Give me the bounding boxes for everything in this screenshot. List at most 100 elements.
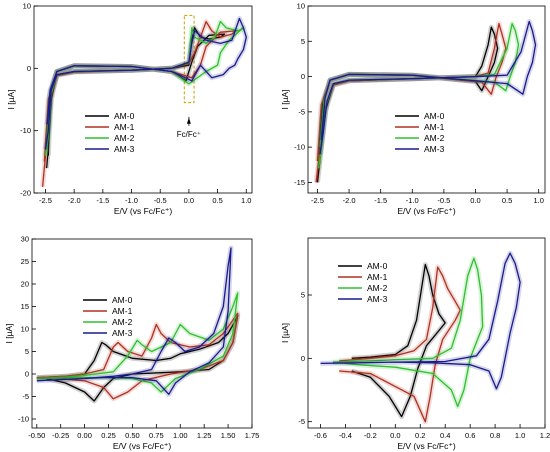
series-line-am-3 bbox=[44, 17, 247, 150]
x-tick-label: 0.5 bbox=[212, 196, 222, 205]
x-tick-label: 1.75 bbox=[245, 431, 260, 440]
x-tick-label: 1.00 bbox=[173, 431, 188, 440]
x-tick-label: -1.0 bbox=[125, 196, 138, 205]
plot-frame bbox=[33, 5, 253, 194]
series-glow-am-2 bbox=[332, 255, 486, 409]
x-tick-label: -2.0 bbox=[68, 196, 81, 205]
series-glow-am-0 bbox=[315, 24, 501, 183]
chart-panel-3: -0.50 -0.25 0.00 0.25 0.50 0.75 1.00 1.25 1.50 1.… bbox=[4, 235, 259, 452]
plot-frame bbox=[31, 238, 253, 429]
x-tick-label: 0.50 bbox=[125, 431, 140, 440]
y-axis-label: I [µA] bbox=[280, 89, 290, 109]
x-tick-label: 0.25 bbox=[101, 431, 116, 440]
x-tick-label: -1.0 bbox=[406, 196, 419, 205]
y-tick-label: 0 bbox=[301, 72, 305, 81]
chart-panel-4: -0.6 -0.4 -0.2 0.0 0.2 0.4 0.6 0.8 1.0 1.2 -5 0 5 E/V… bbox=[280, 237, 550, 451]
y-axis-label: I [µA] bbox=[280, 323, 290, 343]
highlight-box bbox=[183, 14, 195, 104]
series-glow-am-1 bbox=[338, 264, 463, 425]
x-tick-label: -1.5 bbox=[96, 196, 109, 205]
legend-label: AM-0 bbox=[367, 261, 388, 271]
y-tick-label: -5 bbox=[298, 417, 305, 426]
y-tick-label: 15 bbox=[21, 302, 29, 311]
legend-label: AM-2 bbox=[114, 133, 135, 143]
legend: AM-0AM-1AM-2AM-3 bbox=[85, 111, 135, 154]
legend-label: AM-0 bbox=[112, 295, 133, 305]
x-tick-label: -2.5 bbox=[39, 196, 52, 205]
legend-label: AM-3 bbox=[424, 144, 445, 154]
legend-label: AM-0 bbox=[424, 111, 445, 121]
x-tick-label: 0.6 bbox=[465, 431, 475, 440]
x-tick-label: 0.0 bbox=[470, 196, 480, 205]
series-glow-am-1 bbox=[313, 21, 509, 183]
x-tick-label: -0.5 bbox=[154, 196, 167, 205]
legend-label: AM-3 bbox=[367, 294, 388, 304]
annotation-arrowhead bbox=[186, 117, 191, 124]
legend-label: AM-0 bbox=[114, 111, 135, 121]
series-line-am-1 bbox=[315, 22, 507, 183]
x-tick-label: -1.5 bbox=[374, 196, 387, 205]
x-tick-label: 0.5 bbox=[502, 196, 512, 205]
chart-panel-2: -2.5 -2.0 -1.5 -1.0 -0.5 0.0 0.5 1.0 -15 -10 -5 0 5 1… bbox=[280, 2, 546, 216]
y-tick-label: 20 bbox=[21, 280, 29, 289]
y-tick-label: -10 bbox=[20, 126, 31, 135]
x-tick-label: 1.0 bbox=[515, 431, 525, 440]
series-line-am-3 bbox=[320, 252, 521, 390]
x-axis-label: E/V (vs Fc/Fc⁺) bbox=[113, 441, 171, 451]
legend: AM-0AM-1AM-2AM-3 bbox=[83, 295, 133, 338]
x-tick-label: 0.0 bbox=[390, 431, 400, 440]
x-tick-label: -0.25 bbox=[52, 431, 69, 440]
y-tick-label: -10 bbox=[294, 143, 305, 152]
x-tick-label: 1.50 bbox=[221, 431, 236, 440]
series-line-am-2 bbox=[332, 257, 484, 408]
y-tick-label: 30 bbox=[21, 235, 29, 244]
annotation-label: Fc/Fc⁺ bbox=[177, 130, 201, 139]
series-line-am-3 bbox=[36, 247, 232, 395]
x-tick-label: -0.4 bbox=[339, 431, 352, 440]
y-tick-label: 10 bbox=[21, 325, 29, 334]
x-tick-label: -2.0 bbox=[343, 196, 356, 205]
legend-label: AM-1 bbox=[424, 122, 445, 132]
x-tick-label: -0.6 bbox=[314, 431, 327, 440]
series-line-am-2 bbox=[36, 292, 239, 393]
y-tick-label: 0 bbox=[25, 370, 29, 379]
x-tick-label: 0.8 bbox=[490, 431, 500, 440]
x-tick-label: 0.0 bbox=[184, 196, 194, 205]
x-tick-label: 0.00 bbox=[77, 431, 92, 440]
y-tick-label: 0 bbox=[301, 354, 305, 363]
y-tick-label: -20 bbox=[20, 189, 31, 198]
legend-label: AM-3 bbox=[112, 328, 133, 338]
y-axis-label: I [µA] bbox=[6, 89, 16, 109]
plot-frame bbox=[307, 237, 546, 429]
x-tick-label: 1.25 bbox=[197, 431, 212, 440]
chart-panel-1: -2.5 -2.0 -1.5 -1.0 -0.5 0.0 0.5 1.0 -20 -10 0 10 E/… bbox=[6, 2, 253, 216]
x-tick-label: 0.75 bbox=[149, 431, 164, 440]
y-tick-label: 0 bbox=[27, 64, 31, 73]
x-tick-label: 1.0 bbox=[241, 196, 251, 205]
series-line-am-1 bbox=[41, 20, 237, 187]
legend-label: AM-3 bbox=[114, 144, 135, 154]
y-tick-label: -5 bbox=[298, 107, 305, 116]
x-tick-label: -0.2 bbox=[364, 431, 377, 440]
legend: AM-0AM-1AM-2AM-3 bbox=[338, 261, 388, 304]
x-axis-label: E/V (vs Fc/Fc⁺) bbox=[397, 206, 455, 216]
y-tick-label: 5 bbox=[301, 291, 305, 300]
series-line-am-0 bbox=[316, 26, 499, 183]
x-tick-label: 0.4 bbox=[440, 431, 450, 440]
y-axis-label: I [µA] bbox=[4, 323, 14, 343]
y-tick-label: -5 bbox=[22, 392, 29, 401]
legend-label: AM-1 bbox=[112, 306, 133, 316]
y-tick-label: -15 bbox=[294, 178, 305, 187]
series-line-am-0 bbox=[36, 314, 239, 402]
x-axis-label: E/V (vs Fc/Fc⁺) bbox=[397, 441, 455, 451]
x-tick-label: 1.0 bbox=[533, 196, 543, 205]
legend-label: AM-1 bbox=[367, 272, 388, 282]
series-line-am-0 bbox=[351, 263, 446, 418]
x-tick-label: -2.5 bbox=[311, 196, 324, 205]
x-tick-label: 0.2 bbox=[415, 431, 425, 440]
x-tick-label: -0.50 bbox=[28, 431, 45, 440]
y-tick-label: -10 bbox=[18, 415, 29, 424]
x-axis-label: E/V (vs Fc/Fc⁺) bbox=[114, 206, 172, 216]
series-line-am-3 bbox=[319, 20, 537, 155]
